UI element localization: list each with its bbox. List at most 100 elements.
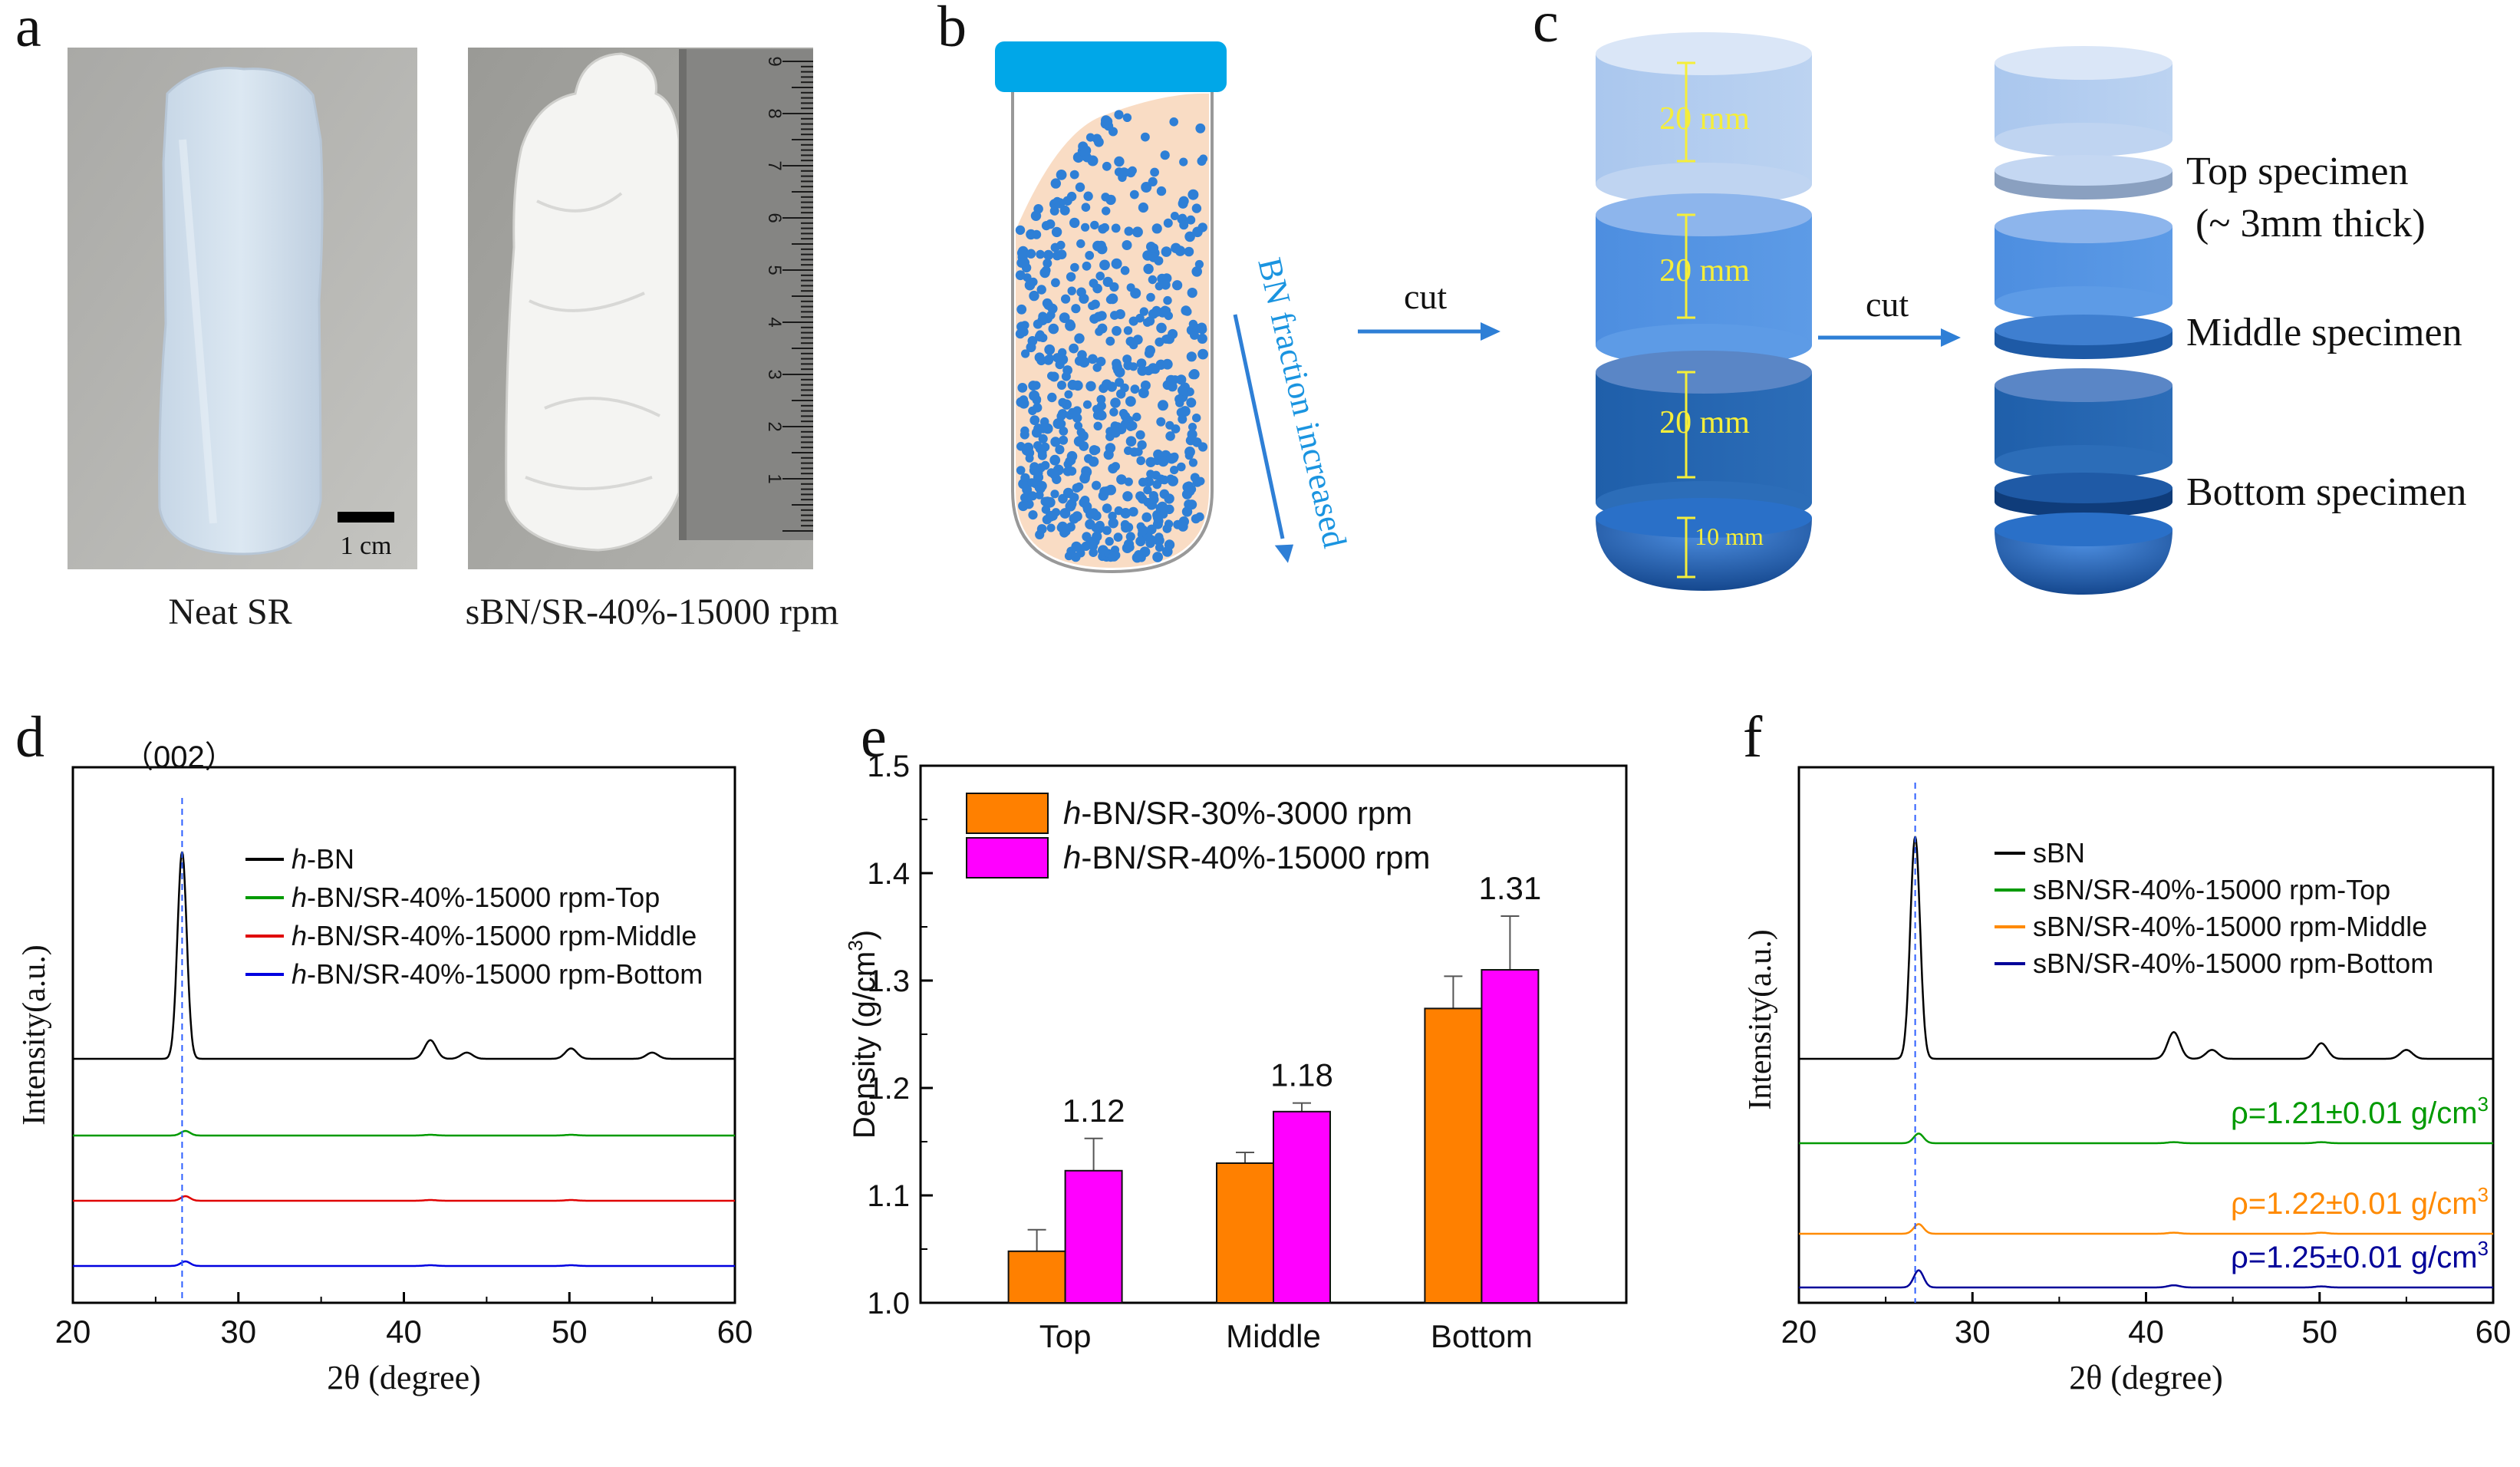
bn-particle: [1052, 418, 1064, 430]
bn-particle: [1184, 231, 1195, 242]
y-tick-label: 1.2: [867, 1072, 910, 1106]
bn-particle: [1141, 512, 1152, 523]
bn-particle: [1036, 355, 1046, 366]
bn-particle: [1040, 423, 1049, 433]
bn-particle: [1184, 246, 1194, 257]
bn-particle: [1089, 548, 1098, 557]
bn-particle: [1059, 427, 1069, 436]
bn-particle: [1170, 212, 1179, 220]
y-tick-label: 1.5: [867, 750, 910, 783]
bn-particle: [1029, 290, 1039, 302]
bn-particle: [1089, 542, 1098, 551]
bn-particle: [1029, 416, 1039, 425]
bn-particle: [1059, 312, 1070, 323]
bn-particle: [1114, 110, 1124, 120]
bn-particle: [1184, 447, 1195, 457]
bn-particle: [1166, 453, 1178, 464]
bn-particle: [1102, 206, 1111, 216]
bn-particle: [1185, 387, 1194, 397]
bn-particle: [1146, 524, 1157, 535]
bn-particle: [1051, 226, 1062, 238]
bn-particle: [1153, 449, 1164, 460]
bn-particle: [1116, 474, 1127, 485]
panel-a-label: a: [15, 0, 41, 59]
bn-particle: [1027, 478, 1036, 487]
category-label: Top: [1039, 1318, 1092, 1354]
bn-particle: [1093, 421, 1102, 430]
bn-particle: [1066, 272, 1076, 282]
bn-particle: [1145, 316, 1155, 326]
bn-particle: [1085, 251, 1095, 260]
bn-particle: [1181, 305, 1191, 316]
gradient-arrow: [1233, 314, 1285, 539]
bn-particle: [1016, 258, 1027, 268]
legend-entry: h-BN/SR-40%-15000 rpm-Bottom: [292, 958, 703, 990]
bn-particle: [1110, 397, 1121, 408]
panel-c-cylinders: 20 mm 20 mm 20 mm 10 mm cut Top sp: [1596, 32, 2466, 595]
legend-entry: h-BN: [292, 843, 354, 875]
bn-particle: [1015, 270, 1026, 281]
bn-particle: [1176, 374, 1187, 385]
caption-sbn-sr: sBN/SR-40%-15000 rpm: [465, 592, 839, 632]
bn-particle: [1141, 182, 1152, 193]
bn-particle: [1161, 280, 1171, 290]
photo-sbn-sr: 1 2 3 4 5 6 7 8 9: [468, 48, 813, 569]
y-tick-label: 1.0: [867, 1287, 910, 1320]
y-axis-label: Intensity(a.u.): [17, 944, 52, 1126]
bn-particle: [1155, 532, 1164, 542]
bn-particle: [1111, 223, 1121, 233]
bn-particle: [1150, 167, 1159, 177]
bn-particle: [1169, 117, 1178, 127]
bn-particle: [1148, 176, 1158, 186]
bn-particle: [1079, 497, 1089, 508]
bn-particle: [1071, 304, 1081, 314]
bn-particle: [1186, 397, 1197, 408]
bn-particle: [1155, 337, 1164, 347]
bn-particle: [1116, 389, 1126, 399]
bn-particle: [1062, 196, 1072, 206]
bn-particle: [1197, 333, 1207, 344]
y-axis-label: Intensity(a.u.): [1743, 929, 1778, 1110]
cylinder-top-right: [1995, 46, 2172, 157]
dimension-label-2: 20 mm: [1659, 253, 1750, 288]
legend-swatch: [966, 837, 1049, 879]
gradient-label: BN fraction increased: [1250, 254, 1354, 551]
bn-particle: [1065, 320, 1076, 331]
bn-particle: [1033, 441, 1043, 450]
bar-value-label: 1.12: [1062, 1093, 1125, 1129]
bn-particle: [1122, 113, 1132, 122]
bn-particle: [1177, 462, 1186, 472]
bar-value-label: 1.31: [1479, 870, 1542, 906]
bn-particle: [1152, 480, 1162, 490]
bn-particle: [1188, 423, 1197, 431]
bn-particle: [1037, 450, 1047, 460]
bottom-specimen-label: Bottom specimen: [2186, 470, 2466, 514]
xrd-series-line: [73, 851, 735, 1060]
bn-particle: [1069, 170, 1079, 180]
bn-particle: [1126, 422, 1135, 431]
bn-particle: [1111, 258, 1122, 269]
bn-particle: [1035, 331, 1046, 342]
bn-particle: [1105, 336, 1115, 346]
ruler-number: 6: [764, 213, 785, 223]
bn-particle: [1036, 285, 1046, 295]
bn-particle: [1155, 543, 1164, 552]
bn-particle: [1126, 283, 1135, 292]
bn-particle: [1026, 229, 1036, 240]
y-axis-label: Density (g/cm3): [844, 930, 881, 1139]
bn-particle: [1036, 249, 1045, 259]
scale-bar-label: 1 cm: [340, 532, 391, 560]
ruler-number: 8: [764, 108, 785, 118]
bn-particle: [1072, 413, 1082, 423]
bn-particle: [1085, 133, 1095, 142]
bn-particle: [1026, 342, 1036, 353]
density-bar: [1424, 1007, 1483, 1304]
bn-particle: [1137, 365, 1148, 376]
bn-particle: [1017, 383, 1028, 393]
bn-particle: [1028, 510, 1038, 520]
x-tick-label: 40: [386, 1314, 422, 1350]
ruler-number: 2: [764, 421, 785, 431]
bn-particle: [1176, 407, 1187, 417]
x-tick-label: 60: [717, 1314, 753, 1350]
density-annotation: ρ=1.22±0.01 g/cm3: [2231, 1183, 2489, 1221]
